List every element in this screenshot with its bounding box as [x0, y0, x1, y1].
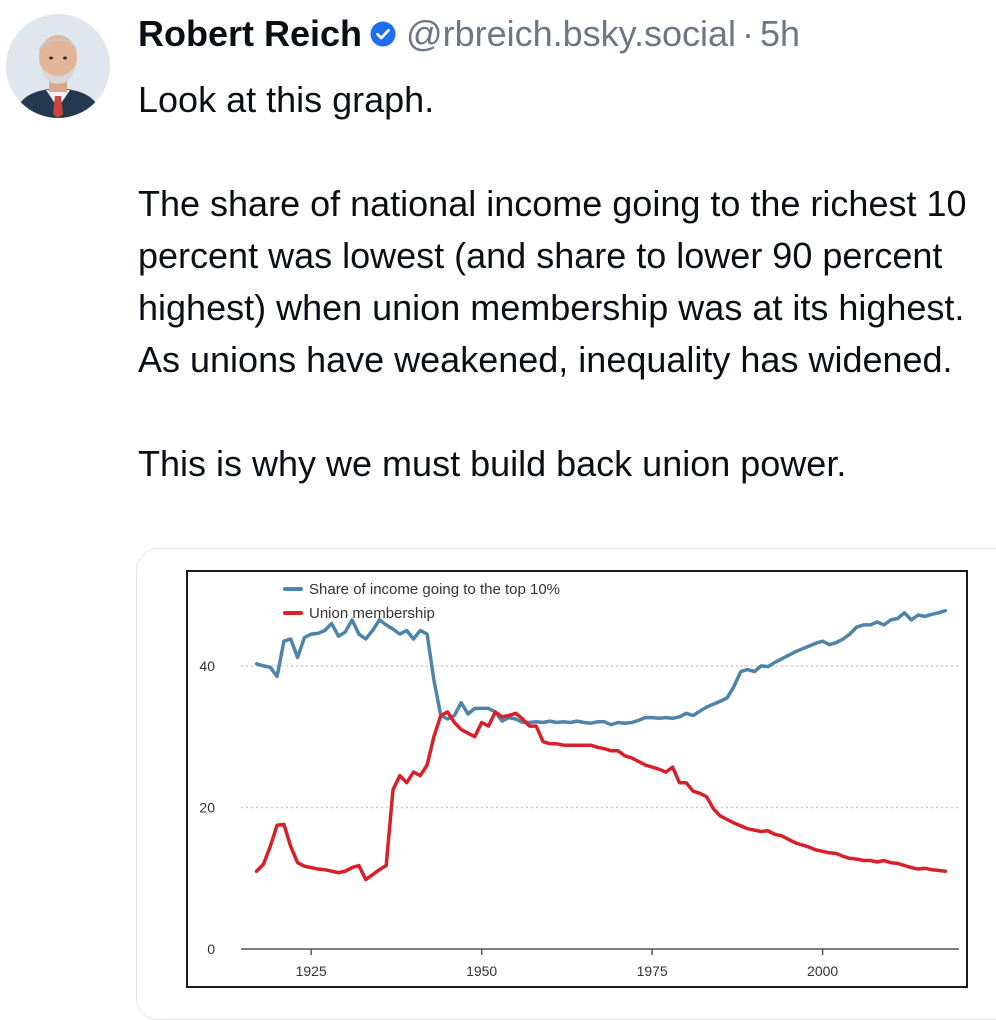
x-tick-label: 1925: [296, 963, 327, 979]
author-handle[interactable]: @rbreich.bsky.social: [406, 13, 737, 54]
post-paragraph: Look at this graph.: [138, 79, 435, 120]
y-tick-label: 20: [199, 799, 215, 815]
author-name[interactable]: Robert Reich: [138, 13, 363, 54]
post-paragraph: This is why we must build back union pow…: [138, 443, 847, 484]
y-tick-label: 40: [199, 658, 215, 674]
post-paragraph: The share of national income going to th…: [138, 183, 967, 380]
embedded-image-card[interactable]: 0 20 40 1925 1950 1975 2000 Share of income goi…: [136, 548, 996, 1020]
post-header: Robert Reich @rbreich.bsky.social · 5h: [138, 12, 800, 56]
avatar-photo: [6, 14, 110, 118]
verified-check-icon: [370, 21, 396, 47]
post-timestamp[interactable]: 5h: [760, 13, 801, 54]
series-line-union-membership: [254, 710, 948, 882]
line-chart: 0 20 40 1925 1950 1975 2000 Share of income goi…: [186, 570, 968, 988]
legend-label: Share of income going to the top 10%: [309, 581, 560, 598]
x-tick-label: 1975: [637, 963, 668, 979]
avatar[interactable]: [6, 14, 110, 118]
y-tick-label: 0: [207, 941, 215, 957]
x-tick-label: 1950: [466, 963, 497, 979]
series-line-income-top10: [254, 608, 948, 727]
post-text: Look at this graph. The share of nationa…: [138, 74, 990, 490]
separator-dot: ·: [742, 13, 755, 54]
x-tick-label: 2000: [807, 963, 838, 979]
legend-label: Union membership: [309, 605, 435, 622]
